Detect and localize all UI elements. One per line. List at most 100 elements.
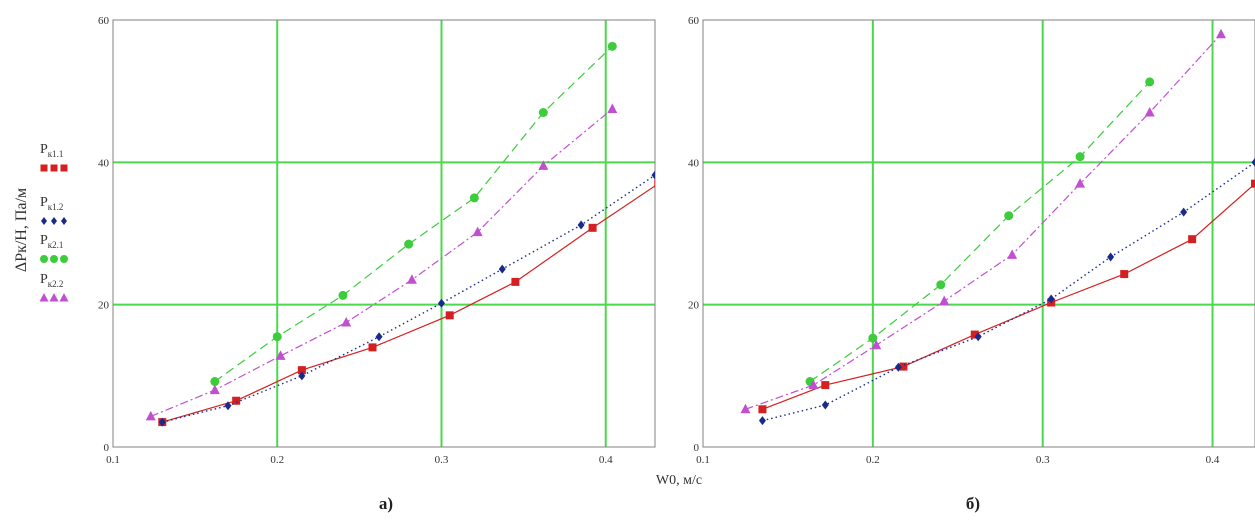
legend-marker bbox=[51, 217, 57, 225]
legend-marker bbox=[40, 164, 48, 172]
legend-marker bbox=[41, 217, 47, 225]
chart-panel-b: 0.1 0.2 0.3 0.4 0 20 40 60 bbox=[688, 15, 1255, 466]
data-point-pk12 bbox=[224, 401, 232, 411]
x-tick-label: 0.3 bbox=[1036, 454, 1050, 466]
data-point-pk22 bbox=[1144, 107, 1155, 117]
data-point-pk22 bbox=[1007, 249, 1018, 259]
grid bbox=[703, 20, 1255, 447]
series-line-pk11 bbox=[762, 183, 1255, 410]
data-point-pk22 bbox=[740, 403, 751, 414]
data-point-pk12 bbox=[894, 362, 902, 372]
y-tick-label: 60 bbox=[688, 15, 700, 27]
series-line-pk21 bbox=[214, 45, 613, 382]
data-point-pk22 bbox=[808, 379, 819, 390]
data-point-pk11 bbox=[511, 277, 520, 286]
data-point-pk21 bbox=[538, 108, 548, 118]
data-point-pk12 bbox=[298, 371, 306, 381]
data-point-pk22 bbox=[341, 316, 352, 327]
data-point-pk21 bbox=[404, 239, 414, 249]
data-point-pk21 bbox=[607, 41, 617, 51]
data-point-pk12 bbox=[158, 417, 166, 427]
data-point-pk12 bbox=[437, 298, 445, 308]
data-point-pk22 bbox=[209, 384, 220, 395]
plot-frame bbox=[702, 19, 1255, 448]
data-point-pk21 bbox=[469, 193, 479, 203]
legend-item-pk11: Pк1.1 bbox=[40, 142, 68, 172]
legend-marker bbox=[40, 255, 48, 263]
data-point-pk22 bbox=[939, 295, 950, 306]
data-point-pk21 bbox=[936, 280, 946, 290]
data-point-pk11 bbox=[368, 343, 377, 352]
data-point-pk11 bbox=[445, 311, 454, 320]
x-tick-label: 0.1 bbox=[106, 454, 120, 466]
data-point-pk21 bbox=[272, 332, 282, 342]
y-tick-label: 0 bbox=[104, 442, 110, 454]
legend-label-pk22: Pк2.2 bbox=[40, 272, 63, 289]
data-point-pk11 bbox=[232, 396, 241, 405]
series-group bbox=[740, 28, 1255, 426]
data-point-pk22 bbox=[871, 339, 882, 350]
data-point-pk11 bbox=[1188, 235, 1197, 244]
data-point-pk22 bbox=[538, 160, 549, 170]
y-tick-label: 60 bbox=[98, 15, 110, 27]
y-tick-label: 0 bbox=[694, 442, 700, 454]
x-tick-label: 0.2 bbox=[270, 454, 284, 466]
x-tick-label: 0.4 bbox=[599, 454, 613, 466]
data-point-pk11 bbox=[297, 366, 306, 375]
legend-label-pk12: Pк1.2 bbox=[40, 195, 63, 212]
x-tick-label: 0.4 bbox=[1206, 454, 1220, 466]
data-point-pk11 bbox=[970, 330, 979, 339]
series-line-pk21 bbox=[809, 81, 1151, 382]
data-point-pk12 bbox=[1180, 207, 1188, 217]
x-axis-label: W0, м/с bbox=[656, 473, 702, 488]
data-point-pk11 bbox=[899, 362, 908, 371]
y-tick-label: 40 bbox=[98, 157, 110, 169]
data-point-pk12 bbox=[651, 170, 655, 180]
data-point-pk22 bbox=[472, 226, 483, 237]
data-point-pk22 bbox=[145, 410, 156, 421]
data-point-pk21 bbox=[1145, 77, 1155, 87]
legend-label-pk11: Pк1.1 bbox=[40, 142, 63, 159]
data-point-pk12 bbox=[974, 332, 982, 342]
panel-label-a: а) bbox=[379, 494, 393, 513]
series-line-pk12 bbox=[162, 174, 655, 423]
legend-marker bbox=[49, 293, 59, 302]
legend-marker-pk22 bbox=[39, 293, 69, 302]
data-point-pk21 bbox=[1004, 211, 1014, 221]
data-point-pk11 bbox=[654, 179, 655, 188]
data-point-pk22 bbox=[275, 350, 286, 360]
plot-frame bbox=[112, 19, 656, 448]
data-point-pk22 bbox=[1075, 178, 1086, 188]
y-tick-label: 20 bbox=[98, 300, 110, 312]
legend-marker bbox=[60, 164, 68, 172]
legend-marker bbox=[50, 164, 58, 172]
data-point-pk21 bbox=[338, 290, 348, 300]
data-point-pk11 bbox=[1251, 179, 1255, 188]
data-point-pk21 bbox=[1075, 152, 1085, 162]
x-tick-label: 0.1 bbox=[696, 454, 710, 466]
legend-marker-pk12 bbox=[41, 217, 67, 225]
data-point-pk12 bbox=[758, 416, 766, 426]
panel-label-b: б) bbox=[966, 494, 980, 513]
y-axis-label: ΔPк/Н, Па/м bbox=[13, 188, 30, 272]
legend-item-pk12: Pк1.2 bbox=[40, 195, 67, 225]
chart-panel-a: 0.1 0.2 0.3 0.4 0 20 40 60 bbox=[98, 15, 656, 466]
data-point-pk11 bbox=[1120, 270, 1129, 279]
data-point-pk12 bbox=[498, 264, 506, 274]
legend-marker bbox=[61, 217, 67, 225]
legend-marker bbox=[60, 255, 68, 263]
data-point-pk21 bbox=[210, 377, 220, 387]
y-tick-label: 40 bbox=[688, 157, 700, 169]
legend-marker-pk21 bbox=[40, 255, 68, 263]
data-point-pk12 bbox=[821, 400, 829, 410]
data-point-pk12 bbox=[1047, 294, 1055, 304]
legend: Pк1.1 Pк1.2 Pк2.1 Pк2.2 bbox=[39, 142, 69, 302]
data-point-pk11 bbox=[821, 381, 830, 390]
data-point-pk22 bbox=[406, 274, 417, 284]
x-tick-label: 0.2 bbox=[866, 454, 880, 466]
legend-marker bbox=[39, 293, 49, 302]
grid bbox=[113, 20, 655, 447]
data-point-pk12 bbox=[1107, 252, 1115, 262]
series-group bbox=[145, 41, 655, 427]
